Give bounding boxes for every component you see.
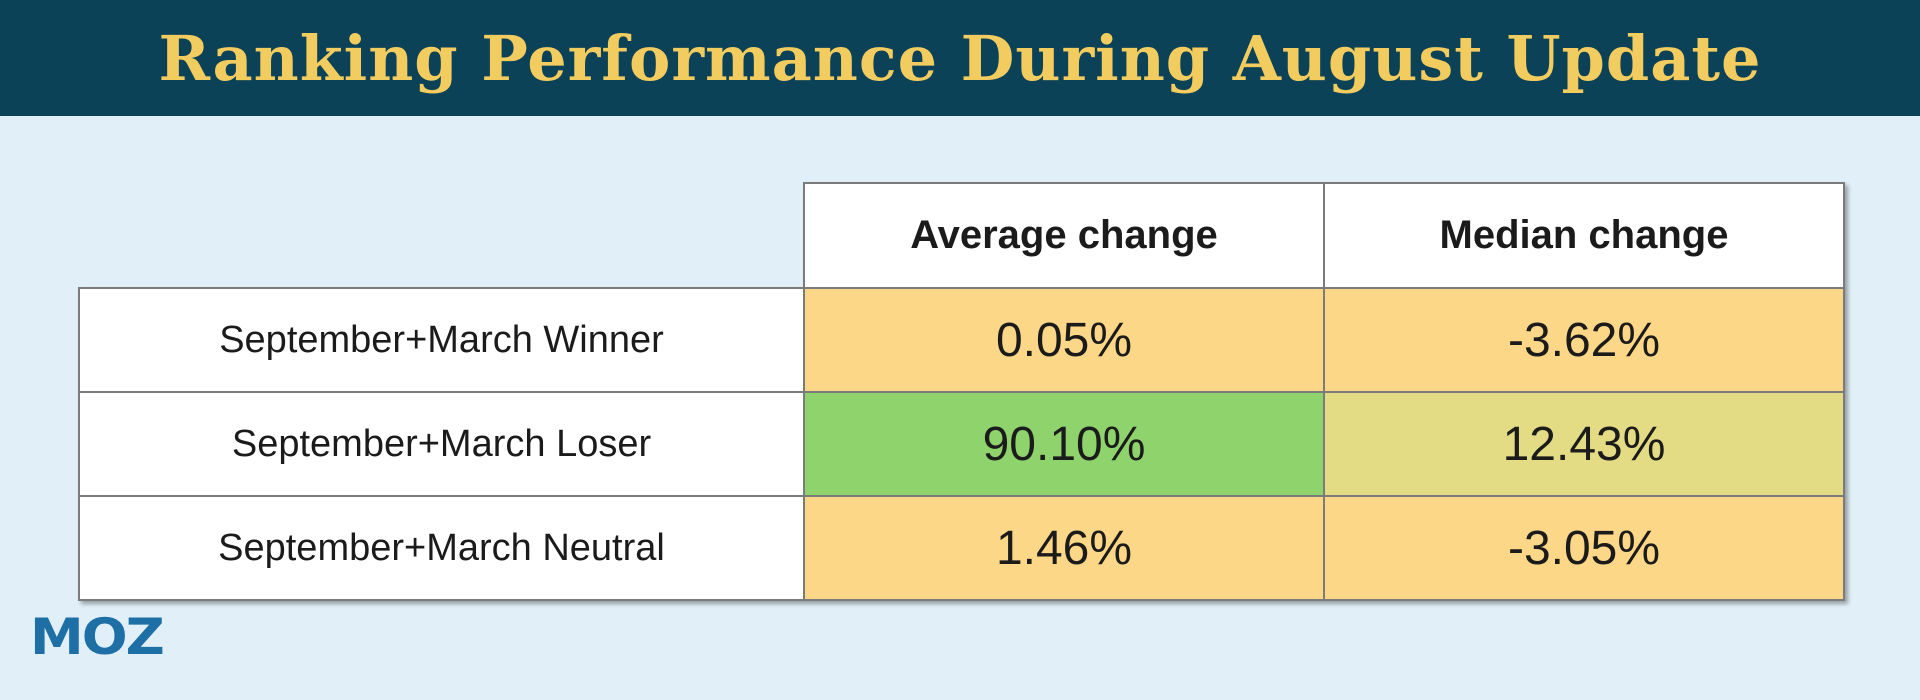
loser-average-change-cell: 90.10% xyxy=(803,391,1325,497)
ranking-performance-table: Average change Median change September+M… xyxy=(78,182,1845,601)
row-label-neutral: September+March Neutral xyxy=(78,495,805,601)
table-row-loser: September+March Loser 90.10% 12.43% xyxy=(78,391,1845,497)
spacer-cell xyxy=(79,183,804,288)
winner-median-change-cell: -3.62% xyxy=(1323,287,1845,393)
column-header-median-change: Median change xyxy=(1323,182,1845,289)
row-label-winner: September+March Winner xyxy=(78,287,805,393)
page-title: Ranking Performance During August Update xyxy=(158,21,1762,95)
column-header-average-change: Average change xyxy=(803,182,1325,289)
table-container: Average change Median change September+M… xyxy=(78,182,1845,601)
loser-median-change-cell: 12.43% xyxy=(1323,391,1845,497)
neutral-median-change-cell: -3.05% xyxy=(1323,495,1845,601)
header-bar: Ranking Performance During August Update xyxy=(0,0,1920,116)
winner-average-change-cell: 0.05% xyxy=(803,287,1325,393)
neutral-average-change-cell: 1.46% xyxy=(803,495,1325,601)
table-row-neutral: September+March Neutral 1.46% -3.05% xyxy=(78,495,1845,601)
moz-logo: MOZ xyxy=(30,608,165,666)
table-header-row: Average change Median change xyxy=(79,182,1845,289)
table-row-winner: September+March Winner 0.05% -3.62% xyxy=(78,287,1845,393)
row-label-loser: September+March Loser xyxy=(78,391,805,497)
